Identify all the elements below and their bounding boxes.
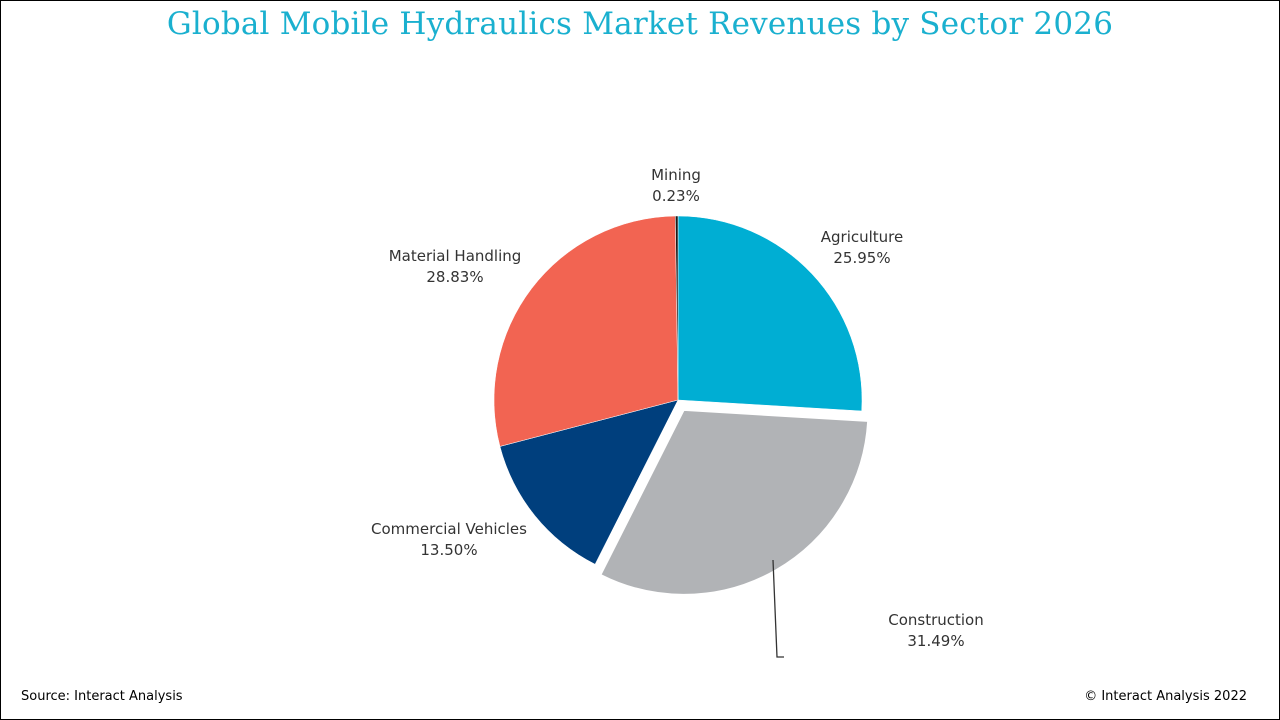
slice-value-agriculture: 25.95%	[833, 249, 890, 267]
slice-value-material-handling: 28.83%	[426, 268, 483, 286]
slice-name-mining: Mining	[651, 166, 701, 184]
pie-slice-commercial-vehicles	[499, 399, 679, 565]
pie-slices	[493, 215, 869, 595]
slice-labels: Agriculture 25.95% Construction 31.49% Comme…	[371, 166, 984, 650]
pie-slice-agriculture	[677, 215, 863, 412]
pie-slice-material-handling	[493, 215, 679, 447]
slice-value-commercial-vehicles: 13.50%	[420, 541, 477, 559]
source-note: Source: Interact Analysis	[21, 689, 183, 704]
slice-name-agriculture: Agriculture	[821, 228, 904, 246]
leader-lines	[772, 559, 784, 658]
pie-slice-construction	[600, 409, 869, 595]
copyright-note: © Interact Analysis 2022	[1084, 689, 1247, 704]
slice-value-mining: 0.23%	[652, 187, 700, 205]
slice-name-material-handling: Material Handling	[389, 247, 522, 265]
slice-value-construction: 31.49%	[907, 632, 964, 650]
pie-slice-mining	[675, 215, 679, 401]
leader-line-construction	[772, 559, 784, 658]
chart-title: Global Mobile Hydraulics Market Revenues…	[166, 6, 1114, 42]
slice-name-commercial-vehicles: Commercial Vehicles	[371, 520, 527, 538]
slice-name-construction: Construction	[888, 611, 984, 629]
